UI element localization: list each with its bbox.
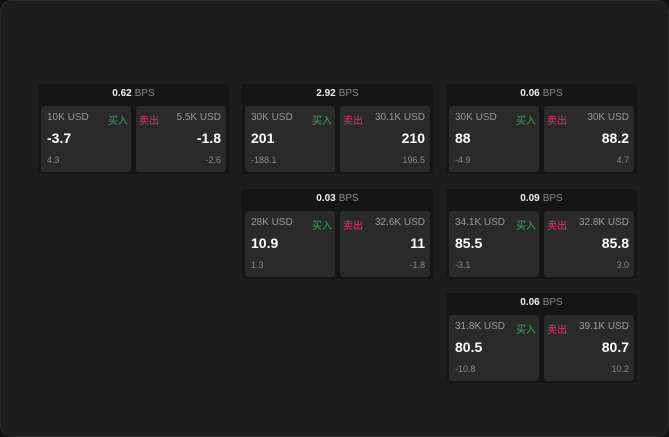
sell-label: 卖出 <box>343 221 363 232</box>
ask-change: -2.6 <box>205 155 221 165</box>
sell-panel[interactable]: 30.1K USD 卖出 210 196.5 <box>340 106 430 172</box>
buy-label: 买入 <box>312 221 332 232</box>
bid-size: 30K USD <box>251 112 293 123</box>
sell-panel[interactable]: 5.5K USD 卖出 -1.8 -2.6 <box>136 106 226 172</box>
ask-price: 88.2 <box>601 130 629 146</box>
ask-size: 32.8K USD <box>578 217 629 228</box>
spread-header: 0.09 BPS <box>446 189 637 209</box>
spread-header: 0.06 BPS <box>446 84 637 104</box>
spread-header: 0.03 BPS <box>242 189 433 209</box>
quote-card: 2.92 BPS 30K USD 买入 201 -188.1 30.1K USD … <box>242 84 433 174</box>
spread-unit: BPS <box>134 88 155 99</box>
quote-card: 0.06 BPS 31.8K USD 买入 80.5 -10.8 39.1K US… <box>446 293 637 383</box>
bid-price: 10.9 <box>251 235 279 251</box>
ask-change: 4.7 <box>616 155 629 165</box>
quote-card: 0.09 BPS 34.1K USD 买入 85.5 -3.1 32.8K USD… <box>446 189 637 279</box>
quote-card: 0.62 BPS 10K USD 买入 -3.7 4.3 5.5K USD 卖出 … <box>38 84 229 174</box>
bid-size: 31.8K USD <box>455 321 506 332</box>
bid-change: 1.3 <box>251 260 264 270</box>
spread-value: 0.09 <box>520 193 540 204</box>
buy-label: 买入 <box>516 325 536 336</box>
buy-panel[interactable]: 28K USD 买入 10.9 1.3 <box>245 211 335 277</box>
bid-change: -188.1 <box>251 155 277 165</box>
ask-change: 10.2 <box>611 364 629 374</box>
quote-card: 0.03 BPS 28K USD 买入 10.9 1.3 32.6K USD 卖出… <box>242 189 433 279</box>
bid-price: 201 <box>251 130 275 146</box>
ask-price: 80.7 <box>601 339 629 355</box>
spread-header: 0.06 BPS <box>446 293 637 313</box>
bid-change: -10.8 <box>455 364 476 374</box>
bid-price: 88 <box>455 130 471 146</box>
sell-panel[interactable]: 32.6K USD 卖出 11 -1.8 <box>340 211 430 277</box>
bid-size: 30K USD <box>455 112 497 123</box>
bid-change: -4.9 <box>455 155 471 165</box>
sell-panel[interactable]: 32.8K USD 卖出 85.8 3.0 <box>544 211 634 277</box>
bid-size: 34.1K USD <box>455 217 506 228</box>
bid-size: 28K USD <box>251 217 293 228</box>
bid-price: 80.5 <box>455 339 483 355</box>
buy-panel[interactable]: 31.8K USD 买入 80.5 -10.8 <box>449 315 539 381</box>
buy-panel[interactable]: 30K USD 买入 88 -4.9 <box>449 106 539 172</box>
ask-price: 11 <box>410 235 425 251</box>
bid-price: -3.7 <box>47 130 72 146</box>
spread-value: 0.62 <box>112 88 132 99</box>
spread-value: 0.06 <box>520 88 540 99</box>
ask-size: 32.6K USD <box>374 217 425 228</box>
ask-size: 5.5K USD <box>176 112 221 123</box>
sell-panel[interactable]: 30K USD 卖出 88.2 4.7 <box>544 106 634 172</box>
sell-label: 卖出 <box>547 221 567 232</box>
quote-card: 0.06 BPS 30K USD 买入 88 -4.9 30K USD 卖出 88… <box>446 84 637 174</box>
ask-change: 196.5 <box>402 155 425 165</box>
buy-label: 买入 <box>516 116 536 127</box>
bid-size: 10K USD <box>47 112 89 123</box>
buy-label: 买入 <box>516 221 536 232</box>
buy-label: 买入 <box>108 116 128 127</box>
bid-change: 4.3 <box>47 155 60 165</box>
spread-unit: BPS <box>338 88 359 99</box>
sell-label: 卖出 <box>139 116 159 127</box>
spread-value: 2.92 <box>316 88 336 99</box>
buy-panel[interactable]: 34.1K USD 买入 85.5 -3.1 <box>449 211 539 277</box>
sell-label: 卖出 <box>547 116 567 127</box>
bid-price: 85.5 <box>455 235 483 251</box>
spread-unit: BPS <box>542 297 563 308</box>
sell-label: 卖出 <box>547 325 567 336</box>
sell-panel[interactable]: 39.1K USD 卖出 80.7 10.2 <box>544 315 634 381</box>
ask-price: 85.8 <box>601 235 629 251</box>
ask-change: -1.8 <box>409 260 425 270</box>
ask-size: 30.1K USD <box>374 112 425 123</box>
sell-label: 卖出 <box>343 116 363 127</box>
spread-value: 0.06 <box>520 297 540 308</box>
spread-value: 0.03 <box>316 193 336 204</box>
ask-size: 30K USD <box>587 112 629 123</box>
spread-unit: BPS <box>542 193 563 204</box>
bid-change: -3.1 <box>455 260 471 270</box>
ask-price: 210 <box>401 130 425 146</box>
buy-label: 买入 <box>312 116 332 127</box>
spread-header: 0.62 BPS <box>38 84 229 104</box>
ask-change: 3.0 <box>616 260 629 270</box>
spread-unit: BPS <box>338 193 359 204</box>
buy-panel[interactable]: 30K USD 买入 201 -188.1 <box>245 106 335 172</box>
ask-price: -1.8 <box>196 130 221 146</box>
spread-unit: BPS <box>542 88 563 99</box>
buy-panel[interactable]: 10K USD 买入 -3.7 4.3 <box>41 106 131 172</box>
ask-size: 39.1K USD <box>578 321 629 332</box>
spread-header: 2.92 BPS <box>242 84 433 104</box>
